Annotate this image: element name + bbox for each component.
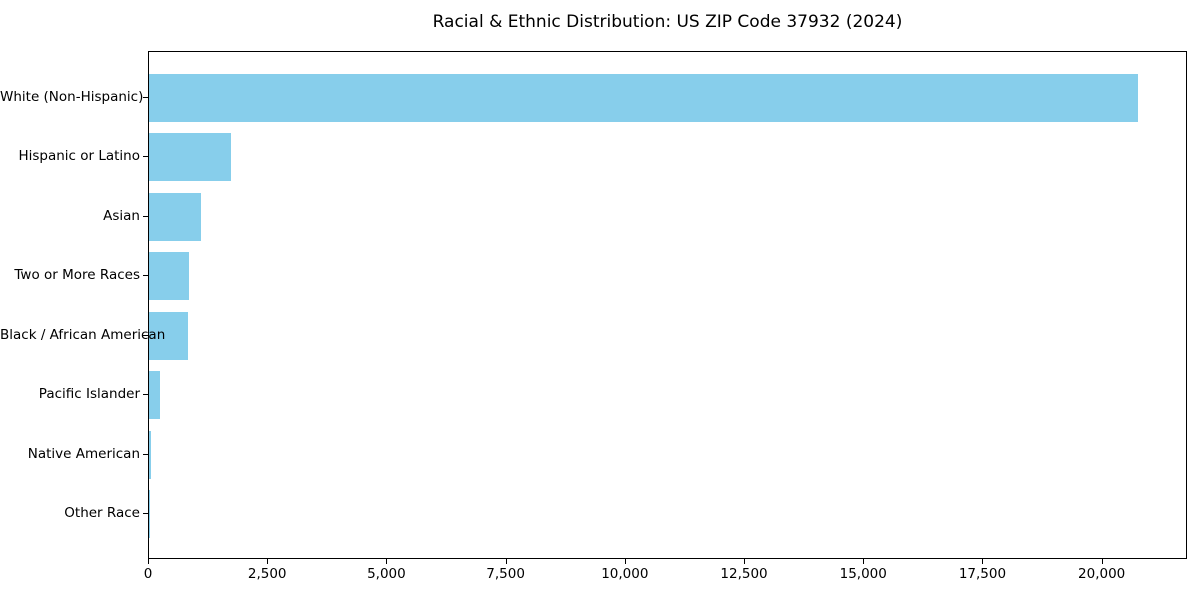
- x-tick-label: 2,500: [247, 566, 287, 582]
- y-tick-label: Other Race: [64, 505, 140, 521]
- x-tick-label: 5,000: [367, 566, 406, 582]
- bar-native-american: [149, 430, 152, 479]
- y-tick-label: Hispanic or Latino: [18, 148, 140, 165]
- y-tick-label: Two or More Races: [14, 267, 140, 284]
- x-tick-mark: [148, 559, 149, 564]
- x-tick-mark: [267, 559, 269, 564]
- x-tick-label: 7,500: [486, 566, 525, 582]
- bar-two-or-more-races: [149, 252, 190, 301]
- x-tick-mark: [1101, 559, 1103, 564]
- x-tick-label: 17,500: [958, 566, 1007, 582]
- x-tick-label: 12,500: [720, 566, 768, 582]
- y-tick-mark: [143, 156, 148, 158]
- y-tick-label: Native American: [27, 445, 140, 462]
- chart-title: Racial & Ethnic Distribution: US ZIP Cod…: [432, 12, 903, 32]
- y-tick-mark: [143, 275, 148, 277]
- x-tick-label: 10,000: [601, 566, 649, 582]
- x-tick-label: 15,000: [839, 566, 887, 582]
- bar-white-non-hispanic-: [149, 74, 1139, 122]
- plot-area: [148, 51, 1187, 559]
- y-tick-label: White (Non-Hispanic): [0, 89, 144, 105]
- y-tick-label: Asian: [103, 207, 140, 224]
- y-tick-label: Black / African American: [0, 326, 166, 343]
- x-tick-mark: [744, 559, 746, 564]
- x-tick-mark: [863, 559, 865, 564]
- y-tick-mark: [143, 215, 148, 217]
- y-tick-mark: [143, 97, 148, 98]
- y-tick-mark: [143, 334, 148, 336]
- x-tick-mark: [982, 559, 984, 564]
- bar-hispanic-or-latino: [149, 133, 232, 182]
- bar-pacific-islander: [149, 371, 160, 420]
- x-tick-mark: [624, 559, 626, 564]
- bar-asian: [149, 192, 202, 241]
- x-tick-label: 0: [143, 566, 153, 582]
- y-tick-mark: [143, 453, 148, 455]
- x-tick-mark: [505, 559, 507, 564]
- y-tick-mark: [143, 394, 148, 396]
- y-tick-mark: [143, 513, 148, 514]
- bar-black-african-american: [149, 311, 189, 360]
- x-tick-label: 20,000: [1078, 566, 1126, 582]
- y-tick-label: Pacific Islander: [38, 386, 140, 403]
- x-tick-mark: [386, 559, 388, 564]
